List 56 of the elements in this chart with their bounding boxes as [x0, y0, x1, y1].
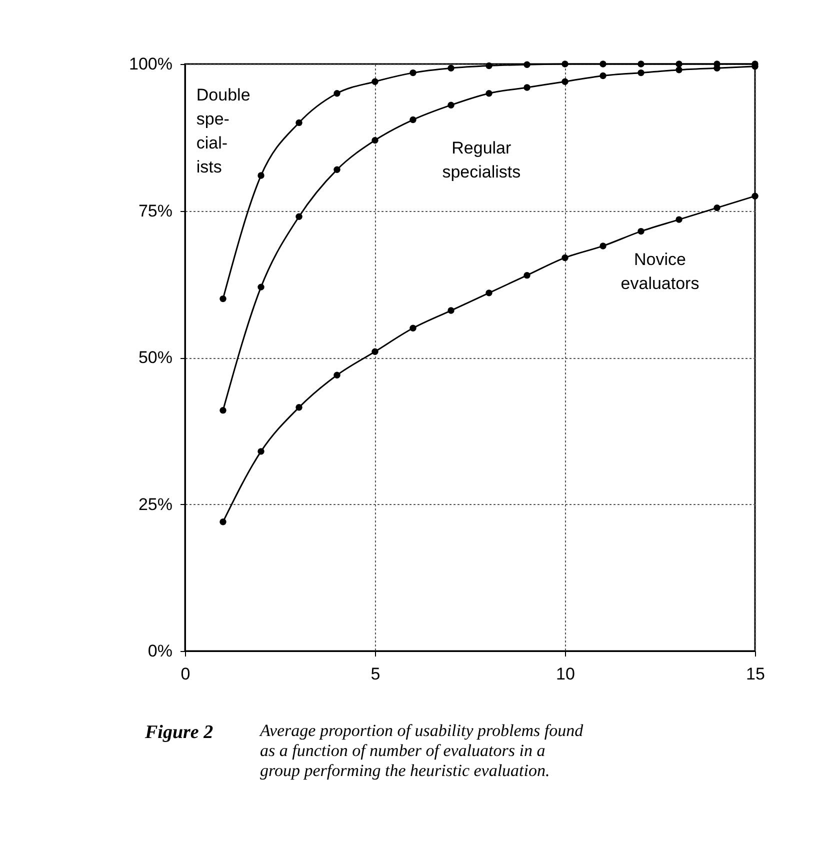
point	[676, 216, 682, 223]
point	[296, 213, 302, 220]
point	[410, 324, 416, 332]
text: Average proportion of usability problems found as a function of number of evaluators in a group performing the heuristic evaluation.	[259, 721, 584, 780]
x-tick-label: 0	[180, 664, 190, 684]
y-tick-label: 75%	[138, 201, 172, 220]
y-tick-label: 100%	[129, 54, 172, 74]
y-tick-label: 0%	[148, 642, 172, 660]
point	[600, 72, 606, 80]
point	[220, 295, 226, 302]
y-tick-label: 25%	[138, 494, 172, 514]
point	[638, 228, 644, 235]
point	[372, 136, 378, 144]
point	[562, 254, 568, 262]
point	[600, 60, 606, 68]
point	[524, 61, 530, 68]
point	[676, 60, 682, 68]
point	[334, 90, 340, 97]
point	[410, 116, 416, 124]
point	[220, 406, 226, 414]
point	[524, 84, 530, 91]
point	[372, 78, 378, 85]
series-label: Regular specialists	[442, 138, 521, 182]
point	[448, 64, 454, 72]
point	[258, 284, 264, 290]
point	[334, 166, 340, 174]
series-label: Double spe- cial- ists	[196, 85, 250, 176]
point	[372, 348, 378, 355]
point	[334, 372, 340, 378]
point	[448, 307, 454, 314]
point	[752, 192, 758, 200]
y-tick-label: 50%	[138, 348, 172, 367]
point	[486, 290, 492, 296]
x-tick-label: 5	[370, 664, 380, 684]
point	[600, 242, 606, 250]
point	[486, 62, 492, 70]
x-tick-label: 15	[746, 664, 765, 684]
caption: Figure 2	[144, 722, 214, 743]
point	[258, 172, 264, 179]
point	[220, 518, 226, 526]
series-label: Novice evaluators	[620, 250, 700, 293]
point	[638, 60, 644, 68]
point	[524, 272, 530, 279]
point	[486, 90, 492, 97]
point	[676, 66, 682, 74]
point	[448, 102, 454, 108]
point	[562, 78, 568, 85]
point	[714, 64, 720, 72]
point	[296, 119, 302, 126]
point	[714, 204, 720, 212]
point	[258, 448, 264, 455]
point	[410, 69, 416, 76]
point	[296, 404, 302, 411]
point	[562, 60, 568, 68]
x-tick-label: 10	[556, 664, 575, 684]
point	[638, 69, 644, 76]
